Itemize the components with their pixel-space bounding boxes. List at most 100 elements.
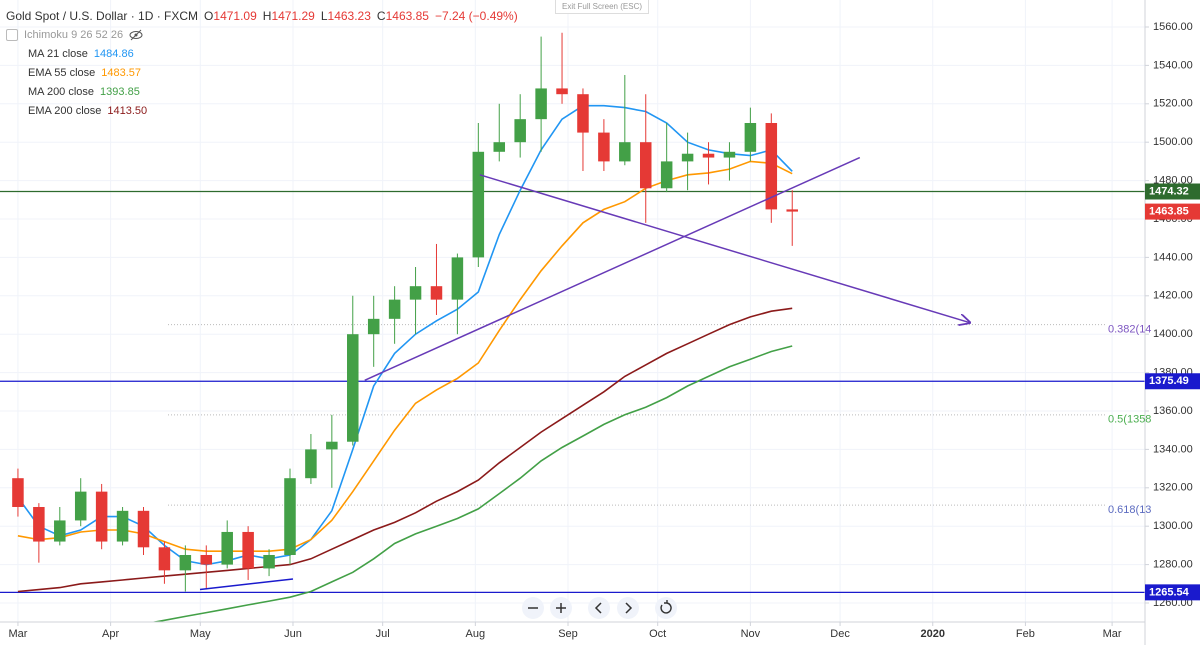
candle-body	[639, 142, 652, 189]
ohlc-prefix: O	[204, 8, 214, 23]
zoom-in-icon	[556, 603, 566, 613]
candle-body	[409, 286, 422, 300]
x-tick-label: Jun	[284, 628, 302, 640]
y-tick-label: 1300.00	[1153, 520, 1193, 532]
legend-value: 1413.50	[107, 104, 148, 117]
candle-body	[660, 161, 673, 189]
candle-body	[95, 491, 108, 542]
scroll-right-button[interactable]	[617, 597, 639, 619]
fib-label: 0.382(14	[1108, 323, 1151, 335]
candle-body	[12, 478, 24, 507]
candle-body	[723, 151, 736, 158]
candle-body	[179, 554, 192, 571]
ohlc-item: L1463.23	[321, 9, 371, 23]
candle-body	[137, 510, 150, 548]
candle-body	[577, 94, 589, 133]
ma-line	[17, 307, 793, 593]
ma-line	[17, 104, 793, 566]
price-badge-label: 1474.32	[1149, 185, 1189, 197]
reset-icon	[660, 600, 672, 614]
legend-value: 1393.85	[100, 85, 140, 98]
candle-body	[305, 449, 317, 479]
ohlc-value: 1471.09	[213, 8, 257, 23]
x-tick-label: Aug	[466, 628, 486, 640]
trendline	[199, 578, 294, 591]
ohlc-prefix: C	[376, 8, 386, 23]
price-badge-label: 1265.54	[1149, 586, 1190, 598]
ohlc-value: 1463.85	[385, 8, 429, 23]
candle-body	[158, 547, 171, 571]
collapse-icon[interactable]	[6, 28, 18, 41]
ohlc-prefix: H	[262, 8, 272, 23]
legend-name: MA 21 close	[28, 47, 88, 60]
grid	[0, 0, 1145, 622]
scroll-left-button[interactable]	[588, 597, 610, 619]
price-badge-label: 1375.49	[1149, 375, 1189, 387]
legend-entry: EMA 55 close 1483.57	[6, 63, 518, 82]
indicator-name: Ichimoku 9 26 52 26	[24, 28, 124, 41]
candle-body	[786, 209, 798, 212]
hidden-icon[interactable]	[129, 29, 143, 41]
scroll-right-icon	[625, 602, 633, 614]
ma-line	[17, 160, 793, 552]
candle-body	[116, 510, 129, 542]
candle-body	[242, 531, 254, 569]
legend-name: EMA 55 close	[28, 66, 96, 79]
candle-body	[263, 554, 275, 569]
ohlc-value: 1471.29	[271, 8, 315, 23]
ohlc-item: C1463.85	[377, 9, 429, 23]
ohlc: O1471.09 H1471.29 L1463.23 C1463.85	[204, 9, 429, 23]
price-badge	[1145, 183, 1200, 200]
y-tick-label: 1340.00	[1153, 443, 1193, 455]
y-tick-label: 1540.00	[1153, 59, 1193, 71]
legend-name: EMA 200 close	[28, 104, 102, 117]
fib-label: 0.5(1358	[1108, 414, 1151, 426]
x-tick-label: 2020	[920, 628, 944, 640]
y-tick-label: 1520.00	[1153, 98, 1193, 110]
legend-value: 1483.57	[101, 66, 142, 79]
ohlc-value: 1463.23	[327, 8, 371, 23]
ma-legend: MA 21 close 1484.86 EMA 55 close 1483.57 MA …	[6, 44, 518, 120]
y-tick-label: 1420.00	[1153, 290, 1193, 302]
legend-value: 1484.86	[93, 47, 134, 60]
plot-area	[0, 32, 1145, 622]
header-row: Gold Spot / U.S. Dollar · 1D · FXCM O147…	[6, 6, 518, 25]
x-tick-label: Jul	[376, 628, 390, 640]
candle-body	[493, 142, 506, 152]
ichimoku-row: Ichimoku 9 26 52 26	[6, 25, 518, 44]
candle-body	[765, 122, 778, 210]
x-tick-label: Feb	[1016, 628, 1035, 640]
reset-button[interactable]	[655, 597, 677, 619]
y-tick-label: 1360.00	[1153, 405, 1193, 417]
legend-entry: MA 200 close 1393.85	[6, 82, 518, 101]
legend-entry: EMA 200 close 1413.50	[6, 101, 518, 120]
exit-fullscreen-button[interactable]: Exit Full Screen (ESC)	[555, 0, 649, 14]
candle-body	[347, 334, 359, 442]
y-tick-label: 1400.00	[1153, 328, 1193, 340]
x-tick-label: Dec	[830, 628, 850, 640]
candle-body	[54, 520, 66, 542]
trendline	[479, 174, 970, 323]
y-tick-label: 1280.00	[1153, 558, 1193, 570]
fib-label: 0.618(13	[1108, 504, 1151, 516]
price-badge	[1145, 584, 1200, 601]
candle-body	[326, 441, 338, 450]
candle-body	[74, 491, 87, 521]
x-tick-label: Nov	[741, 628, 761, 640]
y-tick-label: 1320.00	[1153, 482, 1193, 494]
candle-body	[472, 151, 485, 258]
price-badge-label: 1463.85	[1149, 206, 1189, 218]
candle-body	[702, 153, 715, 158]
candle-body	[535, 88, 547, 120]
candle-body	[514, 119, 526, 143]
symbol: Gold Spot / U.S. Dollar · 1D · FXCM	[6, 8, 199, 23]
ma-line	[150, 345, 793, 622]
legend: Gold Spot / U.S. Dollar · 1D · FXCM O147…	[6, 6, 518, 120]
scroll-left-icon	[594, 602, 602, 614]
legend-entry: MA 21 close 1484.86	[6, 44, 518, 63]
candle-body	[388, 299, 401, 319]
candle-body	[367, 318, 380, 335]
candle-body	[200, 554, 213, 565]
